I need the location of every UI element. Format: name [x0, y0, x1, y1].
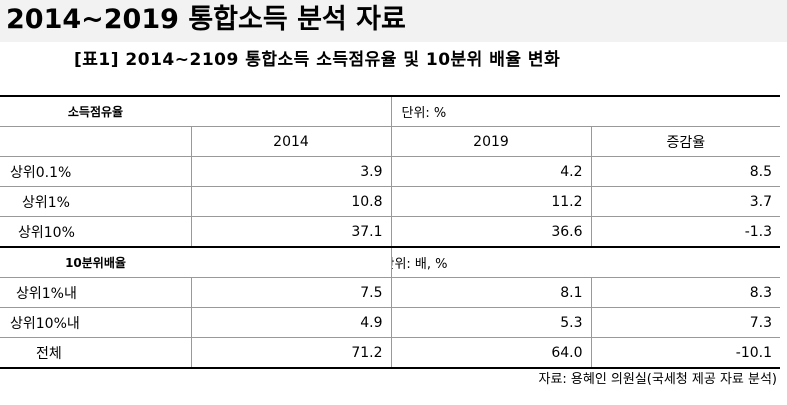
table-row: 상위10%내 4.9 5.3 7.3	[0, 307, 781, 338]
source-note: 자료: 용혜인 의원실(국세청 제공 자료 분석)	[538, 372, 777, 387]
table-caption: [표1] 2014~2109 통합소득 소득점유율 및 10분위 배율 변화	[74, 50, 561, 70]
section-spacer	[191, 246, 392, 278]
cell-2014: 10.8	[190, 186, 392, 217]
row-label: 상위1%내	[0, 277, 192, 308]
cell-2019: 5.3	[390, 307, 592, 338]
cell-2019: 4.2	[390, 156, 592, 187]
unit-label: 단위: %	[390, 95, 781, 127]
cell-2019: 11.2	[390, 186, 592, 217]
section-label: 소득점유율	[0, 95, 191, 127]
row-label: 전체	[0, 337, 192, 369]
column-header-change: 증감율	[590, 126, 781, 157]
row-label: 상위0.1%	[0, 156, 192, 187]
cell-2014: 37.1	[190, 216, 392, 248]
cell-change: 7.3	[590, 307, 781, 338]
cell-2019: 36.6	[390, 216, 592, 248]
column-header-row: 2014 2019 증감율	[0, 126, 781, 157]
section-label: 10분위배율	[0, 246, 191, 278]
section-header-income-share: 소득점유율 단위: %	[0, 95, 781, 127]
cell-2019: 8.1	[390, 277, 592, 308]
section-header-decile-ratio: 10분위배율 단위: 배, %	[0, 246, 781, 278]
cell-change: -10.1	[590, 337, 781, 369]
cell-2014: 71.2	[190, 337, 392, 369]
section-spacer	[191, 95, 392, 127]
income-table: 소득점유율 단위: % 2014 2019 증감율 상위0.1% 3.9 4.2…	[0, 95, 781, 369]
row-label: 상위10%내	[0, 307, 192, 338]
cell-2019: 64.0	[390, 337, 592, 369]
row-label: 상위1%	[0, 186, 192, 217]
page-title: 2014~2019 통합소득 분석 자료	[6, 4, 406, 35]
table-row: 전체 71.2 64.0 -10.1	[0, 337, 781, 369]
unit-label: 단위: 배, %	[390, 246, 781, 278]
column-header-2019: 2019	[390, 126, 592, 157]
table-row: 상위0.1% 3.9 4.2 8.5	[0, 156, 781, 187]
table-row: 상위1%내 7.5 8.1 8.3	[0, 277, 781, 308]
table-row: 상위1% 10.8 11.2 3.7	[0, 186, 781, 217]
cell-2014: 4.9	[190, 307, 392, 338]
cell-change: 8.3	[590, 277, 781, 308]
cell-change: 3.7	[590, 186, 781, 217]
cell-change: -1.3	[590, 216, 781, 248]
column-header-2014: 2014	[190, 126, 392, 157]
title-banner: 2014~2019 통합소득 분석 자료	[0, 0, 787, 42]
header-empty-cell	[0, 126, 192, 157]
cell-change: 8.5	[590, 156, 781, 187]
cell-2014: 3.9	[190, 156, 392, 187]
row-label: 상위10%	[0, 216, 192, 248]
table-row: 상위10% 37.1 36.6 -1.3	[0, 216, 781, 248]
cell-2014: 7.5	[190, 277, 392, 308]
